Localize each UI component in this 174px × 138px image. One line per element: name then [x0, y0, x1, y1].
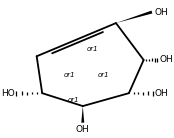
- Text: or1: or1: [68, 97, 79, 103]
- Text: OH: OH: [155, 89, 168, 98]
- Text: or1: or1: [87, 46, 99, 52]
- Text: or1: or1: [98, 72, 110, 78]
- Polygon shape: [116, 11, 152, 23]
- Text: or1: or1: [64, 72, 76, 78]
- Text: OH: OH: [155, 7, 168, 17]
- Text: OH: OH: [76, 125, 90, 134]
- Polygon shape: [81, 106, 84, 123]
- Text: OH: OH: [159, 55, 173, 64]
- Text: HO: HO: [1, 89, 15, 98]
